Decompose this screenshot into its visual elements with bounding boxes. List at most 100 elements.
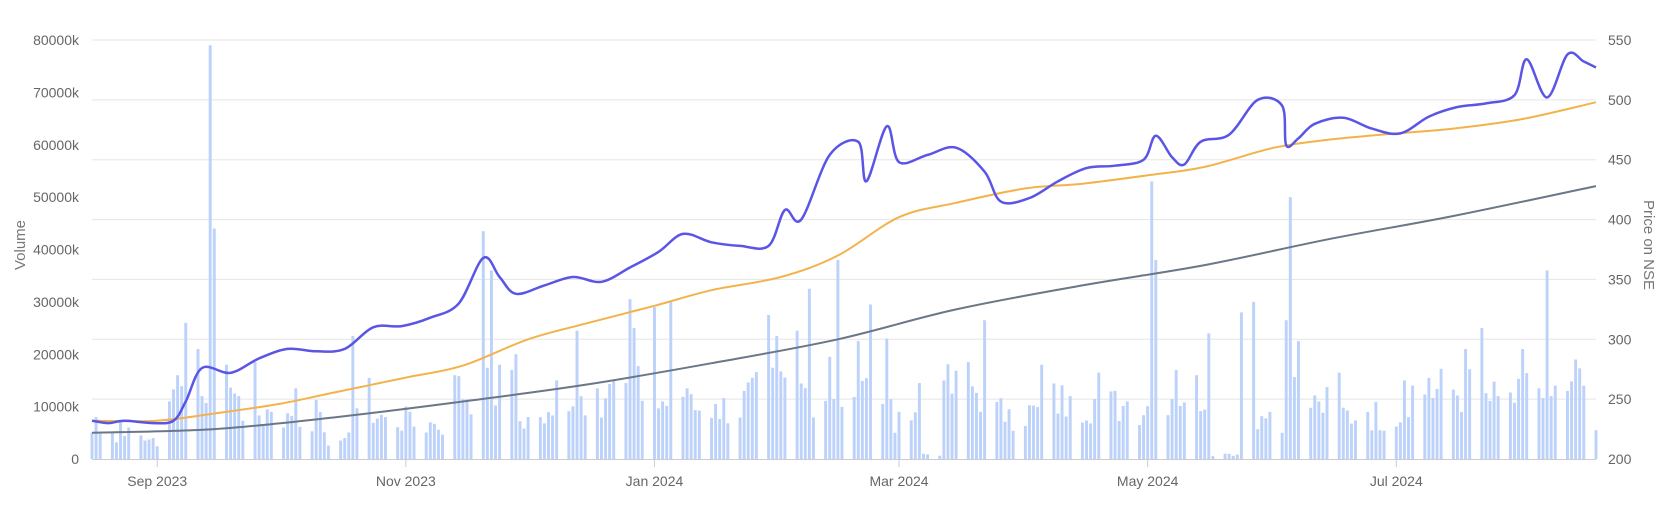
volume-bar	[396, 427, 400, 459]
volume-bar	[608, 384, 612, 459]
volume-bar	[1345, 410, 1349, 459]
volume-bar	[885, 338, 889, 459]
volume-bar	[172, 389, 175, 459]
volume-bar	[1252, 301, 1256, 459]
volume-bar	[828, 356, 832, 459]
volume-bar	[1174, 369, 1178, 459]
y-right-tick-label: 200	[1608, 451, 1632, 467]
volume-bar	[1089, 423, 1093, 459]
volume-bar	[767, 314, 771, 459]
x-tick-label: Mar 2024	[869, 473, 928, 489]
volume-bar	[469, 414, 473, 459]
volume-bar	[551, 415, 555, 459]
y-right-tick-label: 350	[1608, 271, 1632, 287]
volume-bar	[180, 386, 184, 459]
volume-bar	[1349, 423, 1353, 459]
volume-bar	[1040, 364, 1044, 459]
y-right-tick-label: 400	[1608, 212, 1632, 228]
volume-bar	[693, 410, 697, 459]
volume-bar	[1468, 369, 1472, 459]
volume-bar	[1541, 398, 1545, 459]
volume-bar	[653, 307, 656, 459]
volume-bar	[1517, 378, 1521, 459]
volume-bar	[942, 380, 946, 459]
volume-bar	[1341, 407, 1345, 459]
volume-bar	[824, 400, 828, 459]
volume-bar	[428, 422, 432, 459]
volume-bar	[1146, 406, 1150, 459]
volume-bar	[938, 455, 942, 459]
volume-bar	[355, 408, 359, 459]
volume-bar	[1211, 456, 1215, 459]
volume-bar	[204, 403, 208, 459]
volume-bar	[200, 396, 204, 459]
volume-bar	[1292, 377, 1296, 459]
volume-bar	[856, 341, 860, 459]
volume-bar	[983, 320, 987, 459]
volume-bar	[950, 393, 954, 459]
volume-bar	[1023, 425, 1027, 459]
x-tick-label: Jan 2024	[626, 473, 684, 489]
volume-bar	[1427, 377, 1431, 459]
volume-bar	[979, 411, 983, 459]
volume-bar	[510, 370, 514, 459]
x-tick-label: Nov 2023	[376, 473, 436, 489]
volume-bar	[1227, 453, 1231, 459]
volume-bar	[1496, 396, 1500, 459]
y-left-tick-label: 0	[71, 451, 79, 467]
volume-bar	[852, 397, 856, 459]
volume-bar	[461, 399, 465, 459]
volume-bar	[139, 435, 143, 459]
volume-bar	[1325, 387, 1329, 459]
volume-bar	[1488, 400, 1492, 459]
volume-bar	[1480, 328, 1484, 459]
volume-bar	[1060, 385, 1064, 459]
volume-bar	[229, 387, 233, 459]
y-left-tick-label: 10000k	[33, 399, 80, 415]
volume-bar	[1109, 391, 1113, 459]
volume-bar	[1464, 349, 1468, 459]
volume-bar	[184, 322, 188, 459]
volume-bar	[681, 396, 685, 459]
volume-bar	[714, 404, 718, 459]
volume-bar	[697, 410, 701, 459]
volume-bar	[1435, 388, 1439, 459]
volume-bar	[624, 383, 628, 459]
volume-bar	[1011, 430, 1015, 459]
volume-bar	[1460, 412, 1463, 459]
volume-bar	[750, 377, 754, 459]
volume-bar	[726, 423, 730, 459]
volume-bar	[836, 259, 840, 459]
volume-bar	[661, 401, 665, 459]
volume-bar	[1317, 401, 1321, 459]
volume-bar	[583, 415, 587, 459]
volume-bar	[922, 453, 925, 459]
volume-bar	[1207, 333, 1211, 459]
volume-bar	[123, 435, 127, 459]
volume-bar	[1268, 411, 1272, 459]
volume-bar	[595, 388, 599, 459]
volume-bar	[1570, 381, 1574, 459]
volume-bar	[526, 417, 530, 459]
volume-bar	[966, 362, 970, 459]
volume-bar	[1537, 388, 1541, 459]
volume-bar	[1288, 197, 1292, 459]
volume-bar	[795, 330, 799, 459]
volume-bar	[322, 432, 326, 459]
volume-bar	[1154, 259, 1158, 459]
volume-bar	[926, 454, 930, 459]
volume-bar	[917, 383, 921, 459]
volume-bar	[669, 301, 673, 459]
volume-bar	[1239, 312, 1243, 459]
volume-bar	[269, 411, 273, 459]
volume-bar	[1407, 417, 1410, 459]
volume-bar	[1113, 390, 1117, 459]
volume-bar	[151, 438, 155, 459]
volume-bar	[143, 440, 147, 459]
volume-bar	[1138, 425, 1141, 459]
volume-bar	[347, 432, 351, 459]
volume-bar	[946, 364, 950, 459]
y-right-tick-label: 500	[1608, 92, 1632, 108]
volume-bar	[771, 367, 775, 459]
volume-bar	[567, 411, 571, 459]
